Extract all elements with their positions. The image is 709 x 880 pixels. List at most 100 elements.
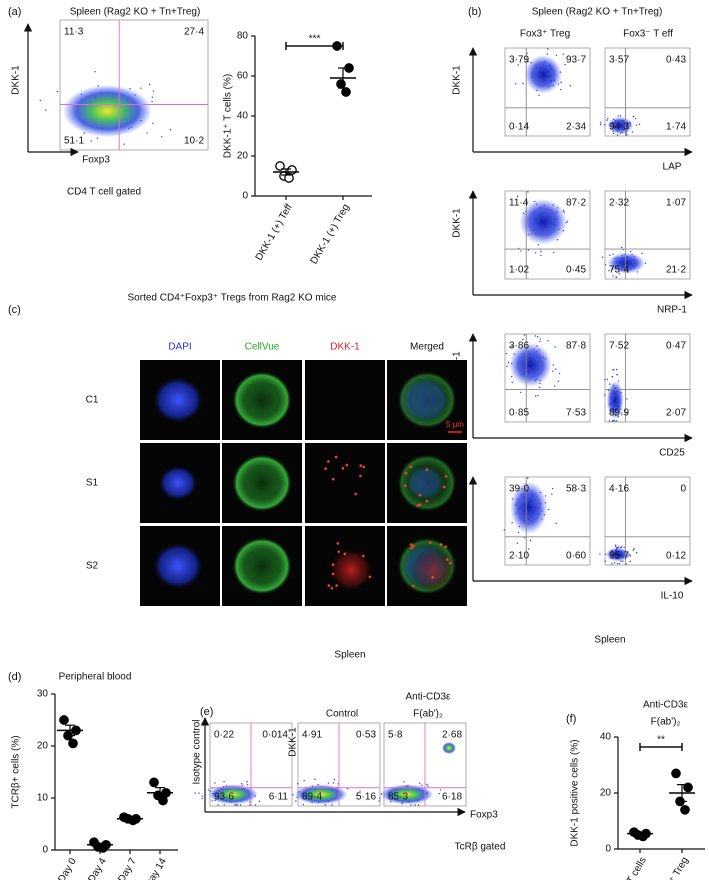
flow-event bbox=[234, 804, 236, 806]
significance-label: ** bbox=[657, 735, 665, 746]
panel-title: Sorted CD4⁺Foxp3⁺ Tregs from Rag2 KO mic… bbox=[128, 293, 337, 304]
dkk1-speck bbox=[448, 561, 452, 565]
data-point bbox=[287, 165, 297, 175]
dkk1-speck bbox=[404, 471, 408, 475]
flow-event bbox=[140, 87, 142, 89]
flow-event bbox=[546, 53, 549, 55]
flow-event bbox=[236, 804, 238, 806]
axis-title: DKK-1 bbox=[452, 208, 463, 238]
quadrant-value: 2·68 bbox=[442, 730, 462, 741]
flow-event bbox=[517, 64, 519, 66]
flow-event bbox=[540, 254, 542, 257]
dkk1-speck bbox=[425, 499, 429, 503]
flow-event bbox=[421, 784, 423, 787]
chart-subtitle: Anti-CD3ε bbox=[643, 700, 689, 711]
data-point bbox=[671, 768, 681, 779]
data-point bbox=[336, 79, 346, 89]
dkk1-speck bbox=[327, 584, 331, 587]
row-label: S2 bbox=[86, 561, 99, 572]
flow-population bbox=[442, 742, 456, 754]
flow-event bbox=[620, 246, 623, 249]
quadrant-value: 85·3 bbox=[388, 792, 408, 803]
flow-event bbox=[333, 778, 336, 781]
quadrant-value: 4·16 bbox=[609, 484, 629, 495]
quadrant-value: 2·07 bbox=[666, 408, 686, 419]
quadrant-value: 3·57 bbox=[609, 55, 629, 66]
flow-event bbox=[249, 804, 251, 806]
quadrant-value: 5·8 bbox=[388, 730, 403, 741]
flow-event bbox=[616, 562, 619, 565]
flow-event bbox=[604, 123, 606, 126]
x-tick-label: Day 0 bbox=[56, 856, 79, 880]
flow-event bbox=[419, 782, 421, 784]
quadrant-value: 3·79 bbox=[509, 55, 529, 66]
nucleus bbox=[152, 376, 204, 424]
flow-event bbox=[615, 276, 618, 278]
flow-event bbox=[555, 522, 557, 525]
x-tick-label: DKK-1 (+) Treg bbox=[309, 202, 352, 266]
flow-event bbox=[527, 548, 530, 550]
flow-population bbox=[606, 380, 624, 420]
scale-bar-label: 5 μm bbox=[446, 420, 464, 429]
y-axis-title: DKK-1⁺ T cells (%) bbox=[223, 74, 234, 158]
flow-event bbox=[564, 63, 566, 66]
flow-event bbox=[198, 792, 200, 794]
flow-event bbox=[314, 778, 316, 780]
flow-event bbox=[617, 380, 620, 382]
flow-event bbox=[505, 352, 508, 355]
flow-event bbox=[534, 395, 537, 397]
y-axis-title: DKK-1 positive cells (%) bbox=[570, 739, 581, 846]
flow-population bbox=[607, 252, 645, 274]
flow-event bbox=[607, 117, 609, 120]
data-point bbox=[341, 87, 351, 97]
flow-event bbox=[324, 804, 326, 806]
flow-event bbox=[609, 254, 611, 257]
flow-event bbox=[612, 275, 614, 277]
flow-event bbox=[604, 379, 606, 381]
flow-event bbox=[537, 244, 540, 246]
dkk1-speck bbox=[324, 467, 327, 470]
flow-population bbox=[607, 116, 634, 135]
membrane bbox=[232, 537, 292, 595]
flow-event bbox=[638, 123, 641, 125]
axis-title: CD25 bbox=[659, 448, 685, 459]
axis-title: Foxp3 bbox=[82, 155, 110, 166]
flow-event bbox=[616, 420, 618, 422]
flow-event bbox=[438, 792, 440, 795]
flow-event bbox=[566, 220, 569, 222]
panel-label: (a) bbox=[8, 6, 21, 18]
flow-event bbox=[331, 804, 333, 806]
flow-event bbox=[548, 508, 550, 511]
y-tick-label: 80 bbox=[237, 31, 249, 42]
flow-event bbox=[613, 562, 616, 564]
dkk1-speck bbox=[439, 543, 443, 546]
data-point bbox=[59, 715, 69, 725]
dkk1-speck bbox=[361, 554, 365, 558]
flow-event bbox=[254, 804, 257, 806]
x-tick-label: Day 14 bbox=[144, 856, 170, 880]
flow-event bbox=[217, 804, 219, 806]
dkk1-speck bbox=[418, 503, 422, 506]
flow-event bbox=[292, 793, 294, 796]
flow-event bbox=[246, 781, 248, 783]
flow-event bbox=[537, 394, 539, 397]
flow-event bbox=[612, 132, 615, 135]
flow-event bbox=[503, 529, 506, 531]
panel-title: Spleen (Rag2 KO + Tn+Treg) bbox=[532, 7, 663, 18]
flow-event bbox=[552, 364, 554, 366]
nucleus bbox=[152, 542, 204, 590]
flow-event bbox=[371, 796, 373, 798]
quadrant-value: 7·52 bbox=[609, 341, 629, 352]
flow-population bbox=[62, 85, 152, 137]
axis-title: NRP-1 bbox=[657, 305, 687, 316]
flow-event bbox=[635, 124, 638, 126]
dkk1-speck bbox=[444, 545, 447, 549]
flow-event bbox=[635, 552, 638, 554]
flow-event bbox=[611, 420, 614, 422]
dkk1-speck bbox=[412, 544, 415, 548]
flow-event bbox=[169, 129, 172, 131]
flow-event bbox=[534, 252, 537, 254]
flow-population bbox=[519, 198, 568, 245]
quadrant-value: 2·32 bbox=[609, 198, 629, 209]
